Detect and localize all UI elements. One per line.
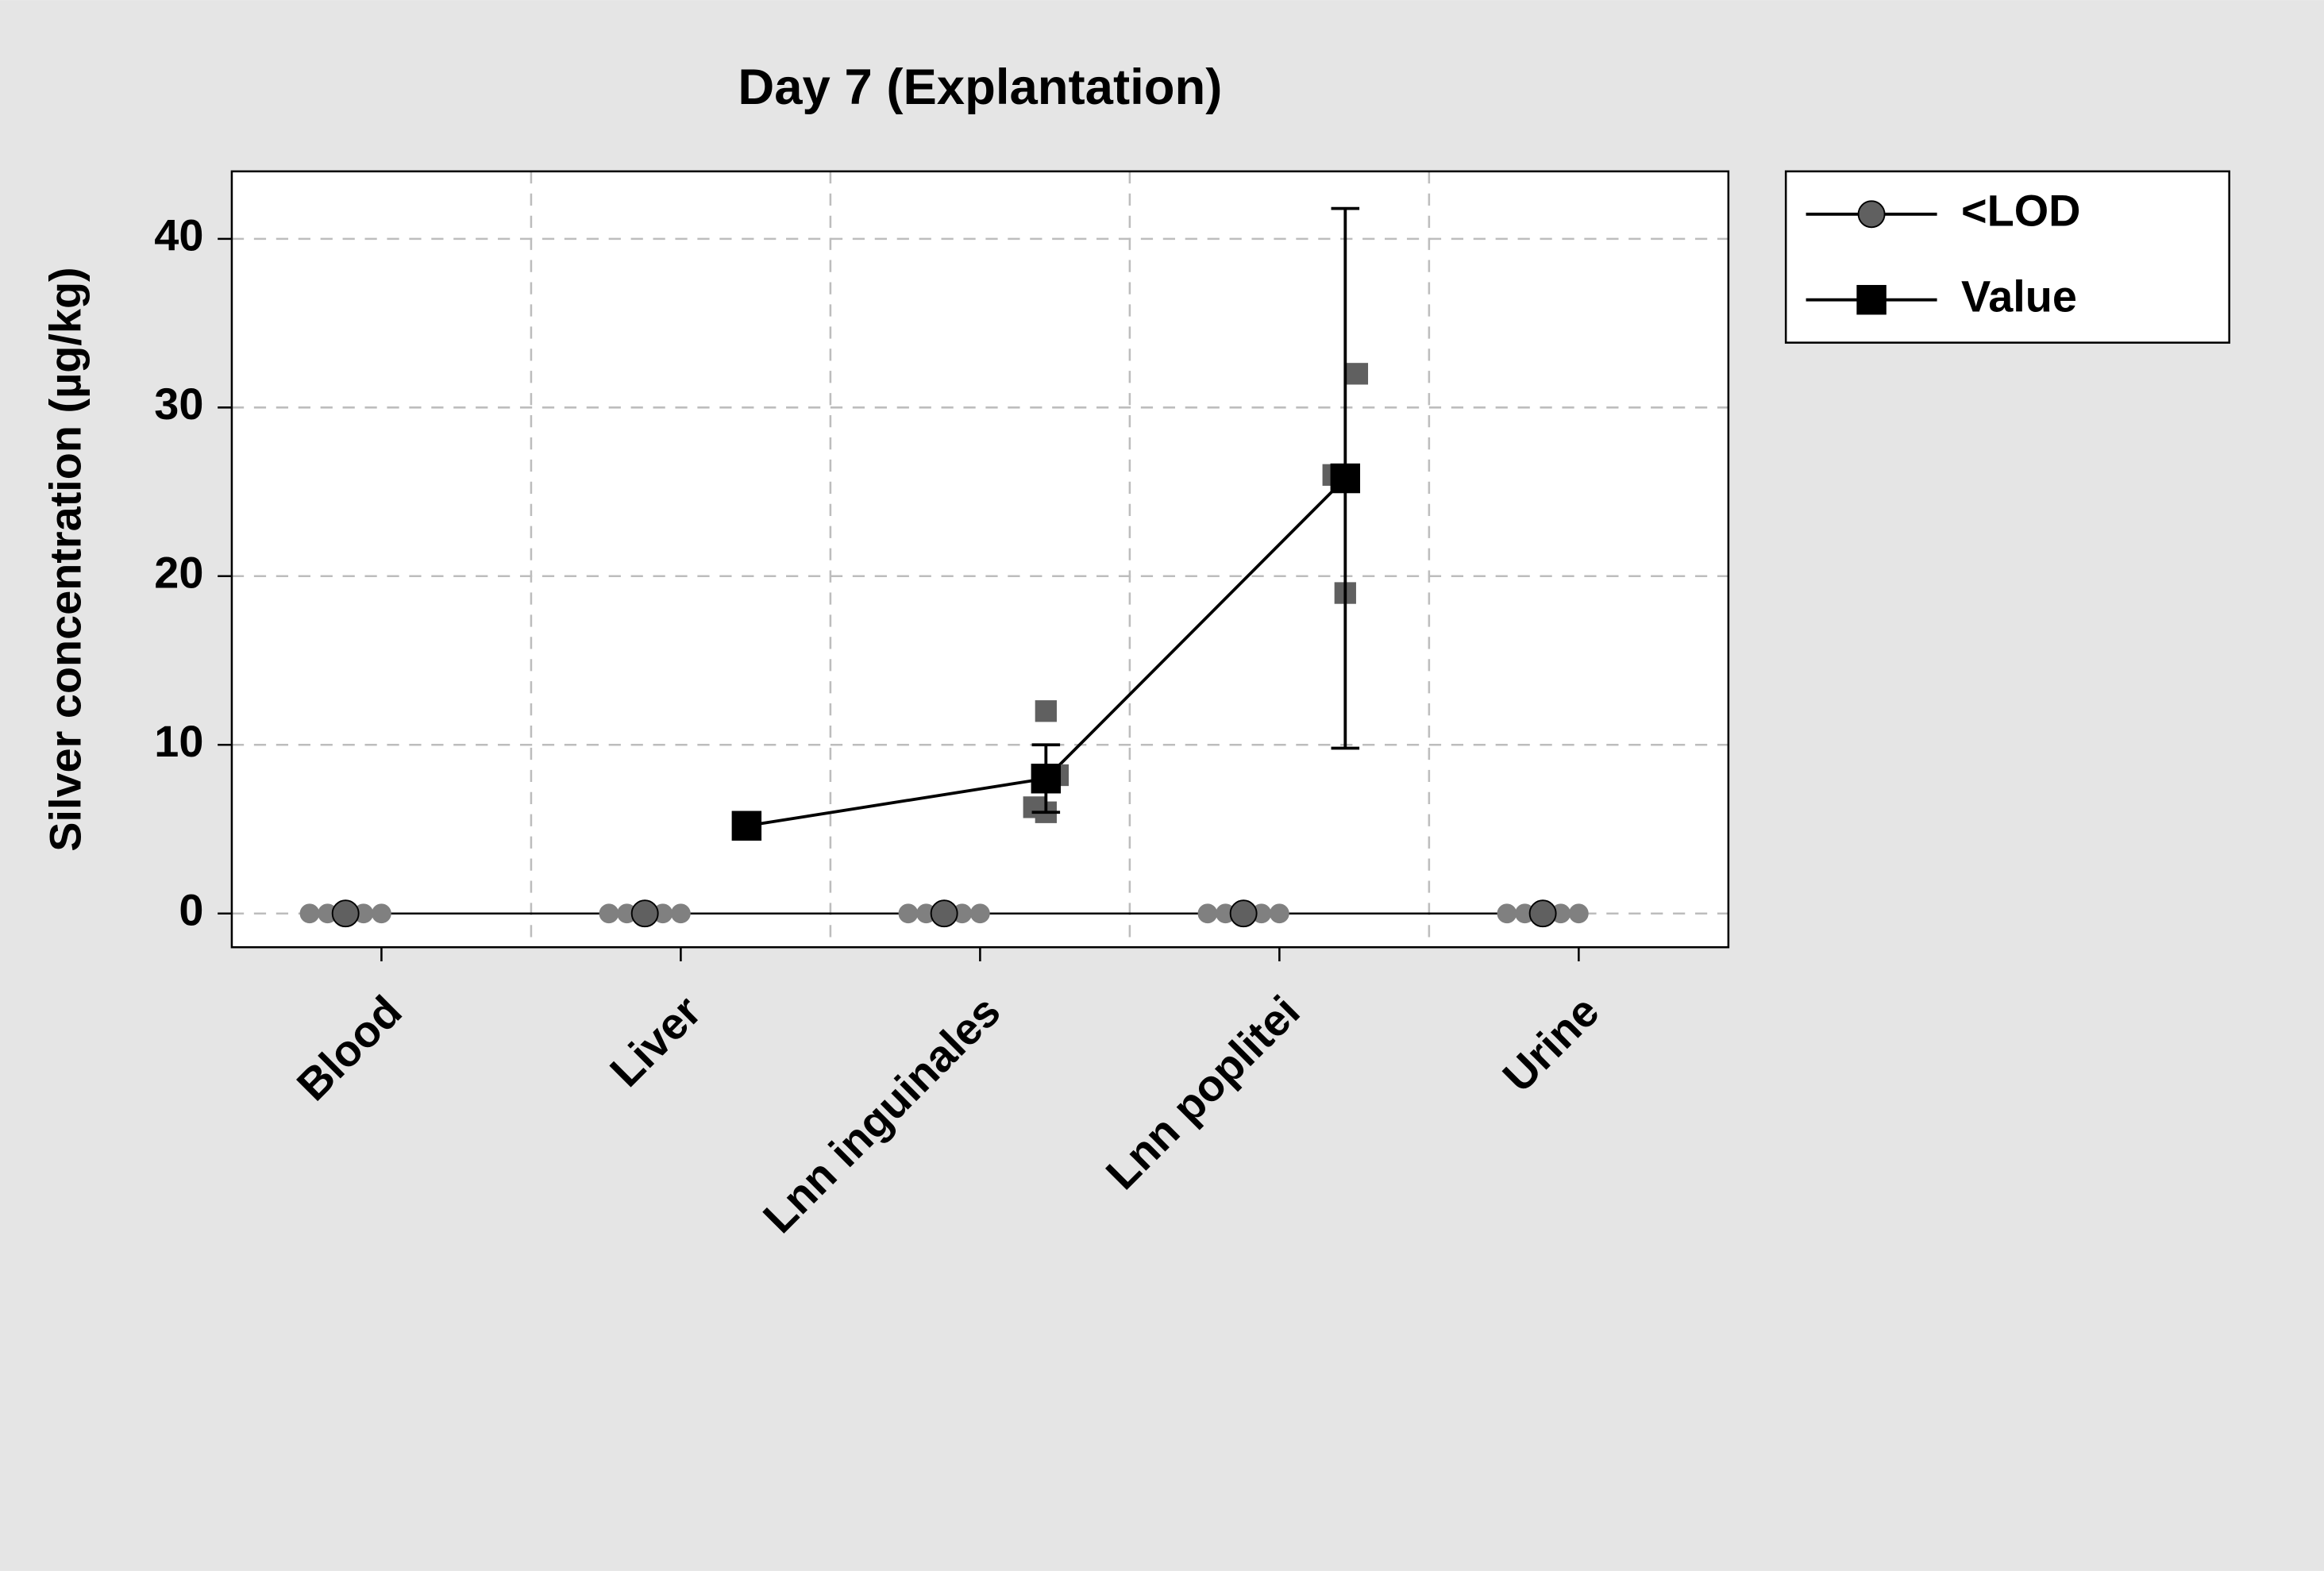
lod-summary-point	[333, 900, 359, 926]
lod-summary-point	[1231, 900, 1257, 926]
value-point	[1024, 797, 1044, 817]
ytick-label: 10	[154, 716, 203, 766]
figure-panel: 010203040BloodLiverLnn inguinalesLnn pop…	[0, 0, 2324, 1571]
lod-summary-point	[931, 900, 958, 926]
silver-concentration-chart: 010203040BloodLiverLnn inguinalesLnn pop…	[0, 0, 2324, 1571]
ytick-label: 20	[154, 548, 203, 598]
lod-point	[1497, 904, 1516, 922]
lod-point	[1570, 904, 1588, 922]
ytick-label: 30	[154, 379, 203, 429]
lod-point	[971, 904, 989, 922]
chart-title-text: Day 7 (Explantation)	[738, 60, 1222, 115]
lod-point	[1270, 904, 1289, 922]
legend-lod-marker	[1859, 201, 1885, 227]
ytick-label: 40	[154, 210, 203, 260]
value-point	[1347, 364, 1367, 383]
legend-item-label: Value	[1961, 271, 2077, 321]
legend-value-marker	[1857, 286, 1886, 314]
lod-point	[600, 904, 619, 922]
ytick-label: 0	[179, 884, 203, 934]
lod-summary-point	[1530, 900, 1556, 926]
y-axis-label-text: Silver concentration (µg/kg)	[40, 267, 91, 851]
lod-point	[372, 904, 391, 922]
plot-bg	[232, 171, 1729, 947]
legend-item-label: <LOD	[1961, 186, 2080, 236]
lod-point	[301, 904, 319, 922]
lod-summary-point	[632, 900, 658, 926]
lod-point	[672, 904, 690, 922]
value-point	[1036, 701, 1056, 721]
value-summary-point	[1032, 764, 1061, 793]
value-summary-point	[1332, 464, 1360, 493]
lod-point	[899, 904, 917, 922]
value-summary-point	[733, 811, 761, 840]
legend: <LOD Value	[1786, 171, 2229, 343]
lod-point	[1198, 904, 1216, 922]
